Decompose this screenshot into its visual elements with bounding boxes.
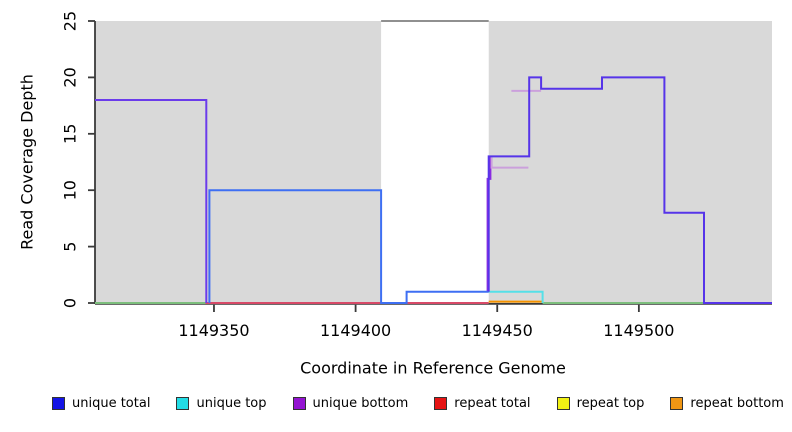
legend-swatch-icon	[52, 397, 65, 410]
y-tick-label: 25	[61, 11, 80, 31]
masked-region	[488, 21, 772, 303]
y-tick-label: 15	[61, 124, 80, 144]
legend-item-unique-top: unique top	[176, 396, 267, 411]
legend-label: repeat bottom	[690, 396, 784, 411]
legend-label: repeat top	[576, 396, 645, 411]
legend-swatch-icon	[292, 397, 306, 410]
masked-region	[95, 21, 382, 303]
x-axis-label: Coordinate in Reference Genome	[300, 358, 566, 378]
legend-label: repeat total	[454, 396, 531, 411]
legend-item-unique-total: unique total	[52, 396, 150, 411]
legend-swatch-icon	[434, 397, 448, 410]
series-unique-total-mid	[208, 189, 489, 304]
legend: unique total unique top unique bottom repea…	[0, 396, 792, 411]
x-tick-label: 1149350	[178, 321, 249, 340]
legend-item-repeat-total: repeat total	[434, 396, 531, 411]
series-unique-coverage-right	[487, 76, 772, 304]
legend-swatch-icon	[556, 397, 570, 410]
y-tick-label: 0	[61, 298, 80, 308]
legend-item-repeat-bottom: repeat bottom	[670, 396, 784, 411]
legend-label: unique bottom	[312, 396, 409, 411]
x-tick-label: 1149450	[462, 321, 533, 340]
x-tick-label: 1149400	[320, 321, 391, 340]
y-tick-label: 20	[61, 67, 80, 87]
legend-item-repeat-top: repeat top	[556, 396, 645, 411]
legend-label: unique total	[72, 396, 151, 411]
legend-swatch-icon	[176, 397, 190, 410]
legend-swatch-icon	[670, 397, 684, 410]
series-unique-top-1	[488, 290, 544, 303]
series-unique-bottom-12	[490, 156, 529, 169]
series-unique-coverage-left-18	[95, 99, 208, 303]
legend-item-unique-bottom: unique bottom	[292, 396, 409, 411]
legend-label: unique top	[196, 396, 267, 411]
y-tick-label: 5	[61, 242, 80, 252]
x-tick-label: 1149500	[603, 321, 674, 340]
y-tick-label: 10	[61, 180, 80, 200]
